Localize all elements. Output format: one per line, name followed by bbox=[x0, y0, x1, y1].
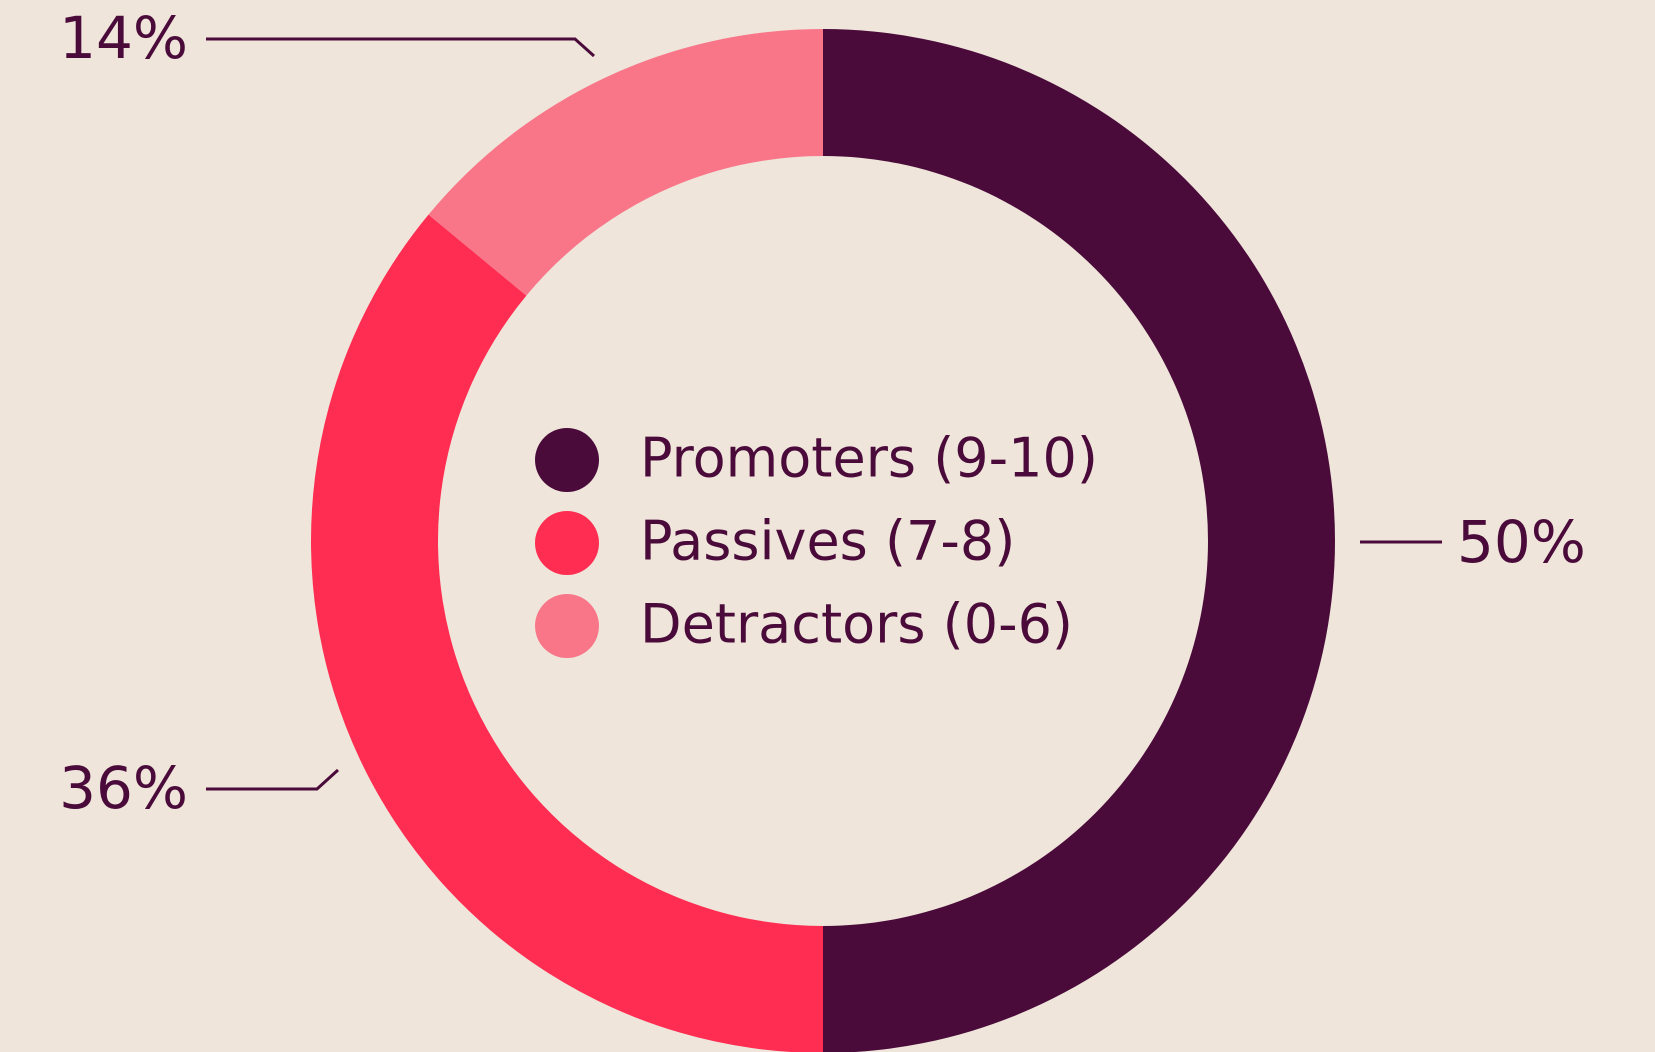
leader-line bbox=[206, 768, 340, 791]
leader-line bbox=[206, 37, 596, 58]
legend-label: Passives (7-8) bbox=[640, 510, 1015, 573]
slice bbox=[823, 29, 1335, 1052]
legend-label: Detractors (0-6) bbox=[640, 593, 1073, 656]
donut bbox=[311, 29, 1335, 1052]
legend-swatch bbox=[535, 428, 599, 492]
legend-swatch bbox=[535, 594, 599, 658]
value-label: 50% bbox=[1457, 508, 1586, 576]
slice bbox=[311, 214, 823, 1052]
legend-label: Promoters (9-10) bbox=[640, 427, 1098, 490]
value-label: 36% bbox=[59, 754, 188, 822]
legend-swatch bbox=[535, 511, 599, 575]
legend: Promoters (9-10) Passives (7-8) Detractors… bbox=[535, 427, 1098, 658]
value-label: 14% bbox=[59, 4, 188, 72]
slice bbox=[428, 29, 823, 296]
